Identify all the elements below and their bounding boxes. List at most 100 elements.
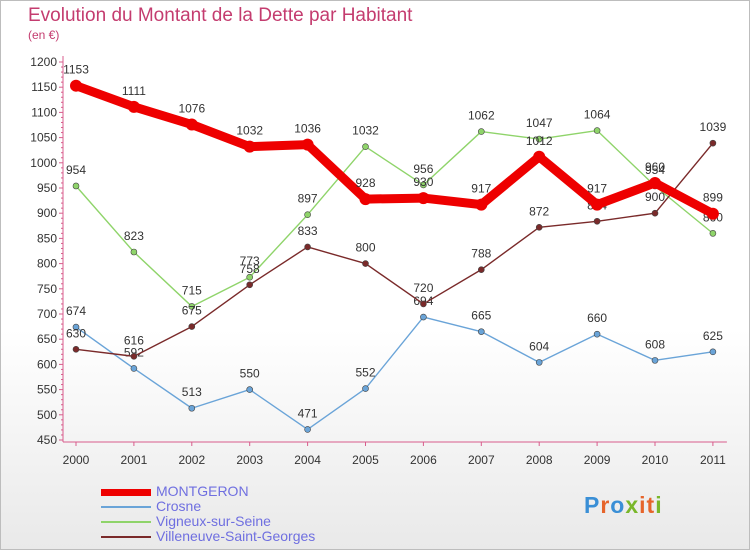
data-point-crosne — [593, 330, 601, 338]
data-point-montgeron — [127, 100, 140, 113]
data-label-crosne: 552 — [355, 366, 375, 380]
legend-label: Villeneuve-Saint-Georges — [156, 528, 316, 544]
data-point-villeneuve-saint-georges — [535, 224, 543, 231]
y-tick-label: 1100 — [31, 105, 57, 119]
data-label-vigneux-sur-seine: 897 — [298, 192, 318, 206]
data-point-villeneuve-saint-georges — [246, 281, 253, 289]
data-point-montgeron — [70, 79, 82, 92]
data-label-montgeron: 1111 — [122, 84, 146, 98]
series-line-crosne — [75, 316, 714, 431]
proxiti-logo: Proxiti — [584, 492, 663, 519]
series-line-vigneux-sur-seine — [75, 129, 714, 308]
data-point-crosne — [246, 386, 253, 393]
data-label-villeneuve-saint-georges: 758 — [240, 262, 260, 276]
data-point-villeneuve-saint-georges — [477, 266, 485, 273]
x-tick-label: 2004 — [294, 453, 321, 467]
x-tick-label: 2005 — [352, 453, 379, 467]
x-tick-label: 2009 — [584, 453, 611, 467]
data-point-crosne — [188, 404, 196, 412]
data-label-villeneuve-saint-georges: 675 — [182, 304, 202, 318]
x-tick-label: 2002 — [178, 453, 205, 467]
data-label-villeneuve-saint-georges: 872 — [529, 204, 549, 218]
data-point-vigneux-sur-seine — [72, 182, 80, 190]
y-tick-label: 550 — [37, 383, 57, 397]
data-label-vigneux-sur-seine: 956 — [413, 162, 433, 176]
y-tick-label: 700 — [37, 307, 57, 321]
data-label-vigneux-sur-seine: 1064 — [584, 108, 611, 122]
data-label-vigneux-sur-seine: 954 — [645, 163, 665, 177]
x-tick-label: 2007 — [468, 453, 495, 467]
data-point-montgeron — [185, 118, 198, 131]
data-label-vigneux-sur-seine: 823 — [124, 229, 144, 243]
legend-label: MONTGERON — [156, 483, 249, 499]
logo-letter: x — [625, 492, 640, 518]
data-label-crosne: 513 — [182, 385, 202, 399]
data-label-crosne: 608 — [645, 337, 665, 351]
data-point-crosne — [477, 328, 485, 335]
x-tick-label: 2003 — [236, 453, 263, 467]
data-point-villeneuve-saint-georges — [709, 139, 717, 147]
data-label-crosne: 660 — [587, 311, 607, 325]
data-label-montgeron: 928 — [355, 176, 375, 190]
x-tick-label: 2011 — [700, 453, 726, 467]
data-point-crosne — [535, 359, 543, 366]
data-label-vigneux-sur-seine: 773 — [240, 254, 260, 268]
legend-label: Crosne — [156, 498, 202, 514]
data-label-villeneuve-saint-georges: 720 — [413, 281, 433, 295]
data-label-montgeron: 1036 — [294, 122, 321, 136]
logo-letter: i — [655, 492, 663, 518]
data-point-villeneuve-saint-georges — [72, 345, 80, 353]
data-point-crosne — [72, 323, 80, 331]
data-label-vigneux-sur-seine: 1062 — [468, 109, 495, 123]
y-tick-label: 1050 — [30, 131, 57, 145]
data-point-crosne — [420, 313, 427, 321]
data-point-vigneux-sur-seine — [130, 248, 138, 256]
y-tick-label: 650 — [37, 332, 57, 346]
data-label-vigneux-sur-seine: 1032 — [352, 124, 379, 138]
data-point-villeneuve-saint-georges — [362, 260, 369, 267]
data-point-villeneuve-saint-georges — [651, 209, 659, 217]
data-label-montgeron: 1076 — [178, 101, 205, 115]
data-point-montgeron — [706, 207, 719, 220]
logo-letter: o — [610, 492, 626, 518]
x-tick-label: 2006 — [410, 453, 437, 467]
data-label-villeneuve-saint-georges: 833 — [298, 224, 318, 238]
y-tick-label: 1150 — [31, 80, 57, 94]
data-point-villeneuve-saint-georges — [188, 323, 196, 330]
data-label-crosne: 625 — [703, 329, 723, 343]
data-point-montgeron — [591, 198, 604, 211]
data-label-villeneuve-saint-georges: 900 — [645, 190, 665, 204]
legend-label: Vigneux-sur-Seine — [156, 513, 271, 529]
data-label-villeneuve-saint-georges: 800 — [355, 241, 375, 255]
data-point-vigneux-sur-seine — [420, 181, 427, 189]
data-label-montgeron: 960 — [645, 160, 665, 174]
logo-letter: P — [584, 492, 601, 518]
data-label-crosne: 604 — [529, 339, 549, 353]
data-point-crosne — [651, 357, 659, 364]
data-label-montgeron: 917 — [471, 182, 491, 196]
data-point-vigneux-sur-seine — [709, 230, 717, 237]
y-tick-label: 950 — [37, 181, 57, 195]
x-tick-label: 2000 — [63, 453, 90, 467]
data-label-villeneuve-saint-georges: 1039 — [700, 120, 727, 134]
data-label-villeneuve-saint-georges: 788 — [471, 247, 491, 261]
data-label-crosne: 674 — [66, 304, 86, 318]
x-tick-label: 2010 — [642, 453, 669, 467]
logo-letter: r — [600, 492, 611, 518]
legend-swatch — [101, 506, 151, 508]
logo-letter: i — [639, 492, 647, 518]
data-label-montgeron: 899 — [703, 191, 723, 205]
data-point-vigneux-sur-seine — [304, 211, 311, 219]
data-point-montgeron — [649, 176, 661, 189]
chart-subtitle: (en €) — [28, 28, 60, 42]
data-label-montgeron: 1012 — [526, 134, 553, 148]
data-label-montgeron: 917 — [587, 182, 607, 196]
data-label-vigneux-sur-seine: 715 — [182, 283, 202, 297]
data-point-montgeron — [533, 150, 546, 163]
data-label-villeneuve-saint-georges: 630 — [66, 326, 86, 340]
data-point-villeneuve-saint-georges — [304, 243, 311, 251]
y-tick-label: 1000 — [30, 156, 57, 170]
data-point-vigneux-sur-seine — [535, 135, 543, 143]
data-point-villeneuve-saint-georges — [420, 300, 427, 308]
